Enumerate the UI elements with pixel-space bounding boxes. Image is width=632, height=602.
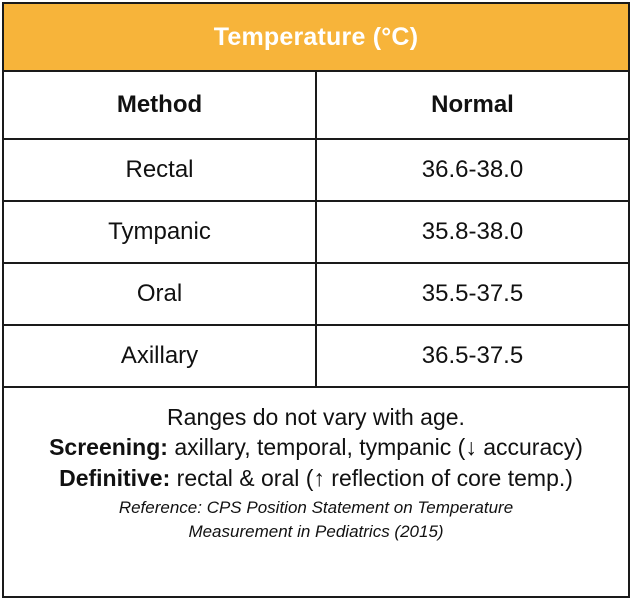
normal-range-cell: 36.5-37.5: [316, 325, 628, 388]
method-cell: Rectal: [4, 139, 317, 202]
table-row: Oral 35.5-37.5: [4, 263, 628, 326]
temperature-table: Method Normal Rectal 36.6-38.0 Tympanic …: [4, 72, 628, 388]
table-row: Axillary 36.5-37.5: [4, 325, 628, 388]
reference-line-2: Measurement in Pediatrics (2015): [188, 521, 444, 541]
method-cell: Axillary: [4, 325, 317, 388]
notes-section: Ranges do not vary with age. Screening: …: [4, 388, 628, 543]
screening-note: Screening: axillary, temporal, tympanic …: [4, 432, 628, 462]
reference-line-1: Reference: CPS Position Statement on Tem…: [118, 498, 514, 518]
table-row: Tympanic 35.8-38.0: [4, 201, 628, 264]
method-cell: Tympanic: [4, 201, 317, 264]
screening-label: Screening:: [49, 434, 168, 461]
normal-range-cell: 36.6-38.0: [316, 139, 628, 202]
table-header-row: Method Normal: [4, 72, 628, 140]
age-note: Ranges do not vary with age.: [167, 404, 465, 430]
definitive-text: rectal & oral (↑ reflection of core temp…: [176, 464, 573, 491]
normal-range-cell: 35.5-37.5: [316, 263, 628, 326]
header-method: Method: [4, 72, 317, 140]
table-row: Rectal 36.6-38.0: [4, 139, 628, 202]
definitive-note: Definitive: rectal & oral (↑ reflection …: [4, 463, 628, 493]
header-normal: Normal: [316, 72, 628, 140]
normal-range-cell: 35.8-38.0: [316, 201, 628, 264]
title-bar: Temperature (°C): [4, 4, 628, 72]
definitive-label: Definitive:: [59, 464, 171, 491]
reference-note: Reference: CPS Position Statement on Tem…: [4, 496, 628, 543]
screening-text: axillary, temporal, tympanic (↓ accuracy…: [174, 434, 583, 461]
card-title: Temperature (°C): [213, 22, 419, 51]
method-cell: Oral: [4, 263, 317, 326]
